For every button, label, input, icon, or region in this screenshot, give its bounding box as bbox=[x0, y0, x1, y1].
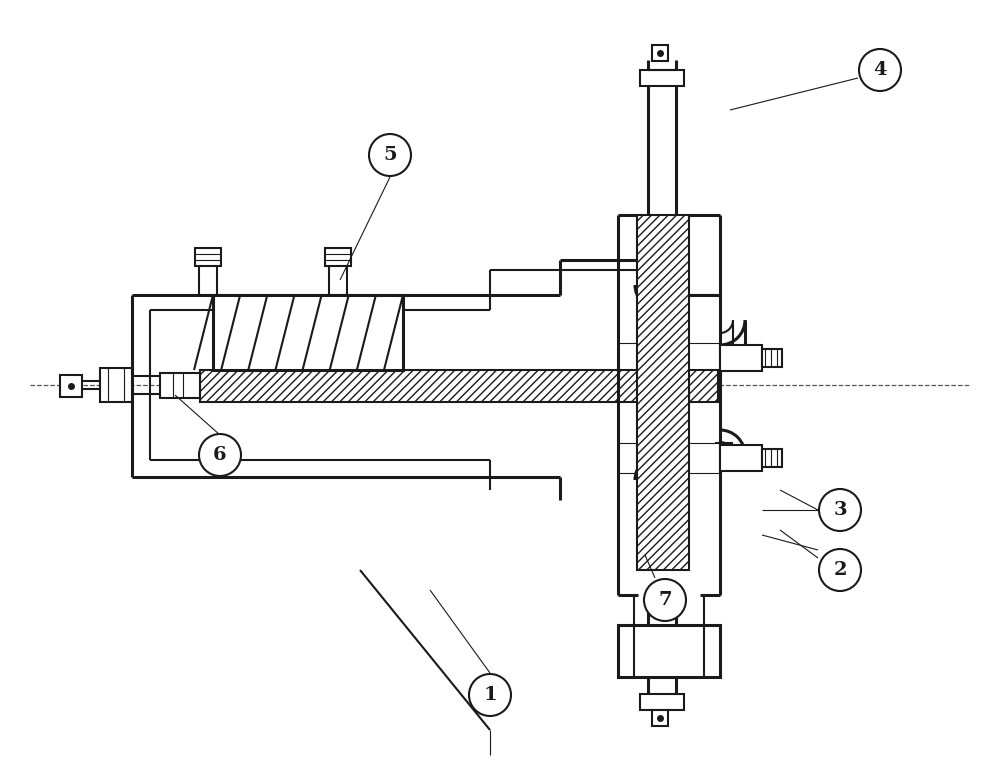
Text: 2: 2 bbox=[833, 561, 847, 579]
Text: 7: 7 bbox=[658, 591, 672, 609]
Bar bbox=[762, 349, 782, 367]
Text: 6: 6 bbox=[213, 446, 227, 464]
Bar bbox=[640, 694, 684, 710]
Bar bbox=[618, 443, 720, 473]
Text: 4: 4 bbox=[873, 61, 887, 79]
Bar bbox=[637, 215, 689, 570]
Circle shape bbox=[469, 674, 511, 716]
Bar bbox=[329, 265, 347, 295]
Circle shape bbox=[369, 134, 411, 176]
Bar bbox=[652, 45, 668, 61]
Bar bbox=[160, 373, 200, 398]
Circle shape bbox=[819, 549, 861, 591]
Bar bbox=[200, 370, 718, 402]
Bar bbox=[618, 625, 720, 677]
Circle shape bbox=[859, 49, 901, 91]
Bar bbox=[720, 445, 762, 471]
Bar bbox=[618, 343, 720, 373]
Bar bbox=[60, 375, 82, 397]
Text: 3: 3 bbox=[833, 501, 847, 519]
Bar bbox=[720, 345, 762, 371]
Bar bbox=[195, 248, 221, 266]
Circle shape bbox=[819, 489, 861, 531]
Bar bbox=[325, 248, 351, 266]
Circle shape bbox=[199, 434, 241, 476]
Bar bbox=[640, 70, 684, 86]
Text: 5: 5 bbox=[383, 146, 397, 164]
Bar bbox=[100, 368, 132, 402]
Bar bbox=[199, 265, 217, 295]
Text: 1: 1 bbox=[483, 686, 497, 704]
Bar bbox=[652, 710, 668, 726]
Bar bbox=[213, 295, 403, 370]
Bar bbox=[762, 449, 782, 467]
Circle shape bbox=[644, 579, 686, 621]
